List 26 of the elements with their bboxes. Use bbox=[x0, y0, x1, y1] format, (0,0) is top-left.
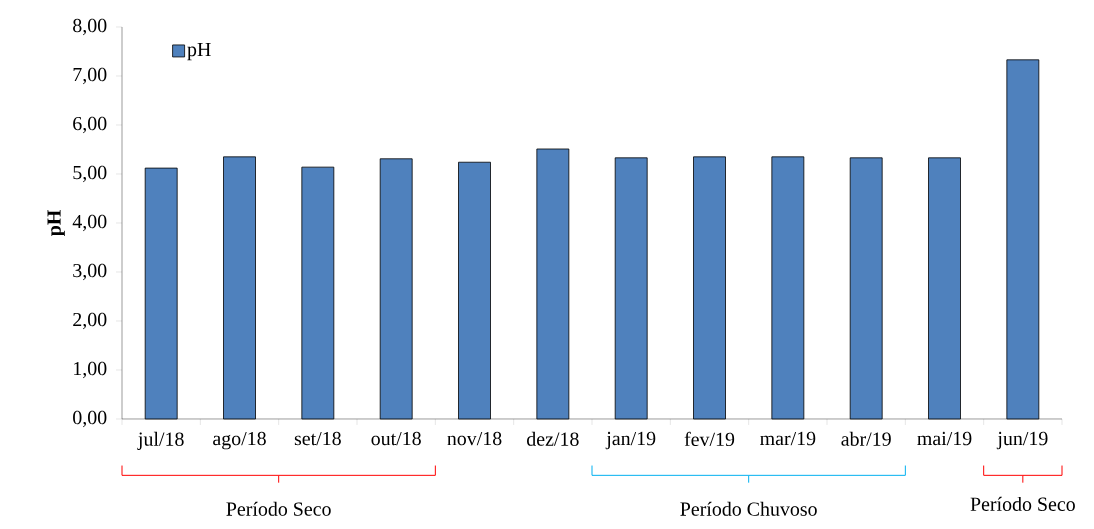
y-tick-label: 5,00 bbox=[73, 165, 107, 183]
y-tick-label: 2,00 bbox=[73, 312, 107, 330]
y-axis-title: pH bbox=[47, 210, 65, 237]
y-tick-label: 7,00 bbox=[73, 67, 107, 85]
x-tick-label: out/18 bbox=[371, 431, 421, 446]
x-tick-label: jun/19 bbox=[996, 431, 1048, 450]
y-tick-label: 8,00 bbox=[73, 18, 107, 36]
x-tick-label: fev/19 bbox=[684, 431, 735, 447]
text: Período Seco bbox=[970, 496, 1075, 511]
x-tick-label: mai/19 bbox=[917, 431, 972, 446]
y-tick-label: 0,00 bbox=[73, 410, 107, 428]
text: Período Chuvoso bbox=[680, 501, 817, 516]
legend-label: pH bbox=[187, 42, 211, 61]
x-tick-label: abr/19 bbox=[841, 431, 891, 446]
x-tick-label: mar/19 bbox=[760, 431, 816, 446]
x-tick-label: dez/18 bbox=[527, 431, 579, 446]
text: Período Seco bbox=[226, 501, 331, 516]
y-tick-label: 1,00 bbox=[74, 361, 107, 379]
y-tick-label: 6,00 bbox=[73, 116, 107, 134]
x-tick-label: jul/18 bbox=[137, 431, 184, 450]
y-tick-label: 4,00 bbox=[72, 214, 107, 232]
x-tick-label: nov/18 bbox=[447, 431, 502, 446]
x-tick-label: set/18 bbox=[294, 431, 341, 446]
x-tick-label: jan/19 bbox=[605, 431, 656, 450]
x-tick-label: ago/18 bbox=[213, 431, 266, 450]
y-tick-label: 3,00 bbox=[73, 263, 107, 281]
